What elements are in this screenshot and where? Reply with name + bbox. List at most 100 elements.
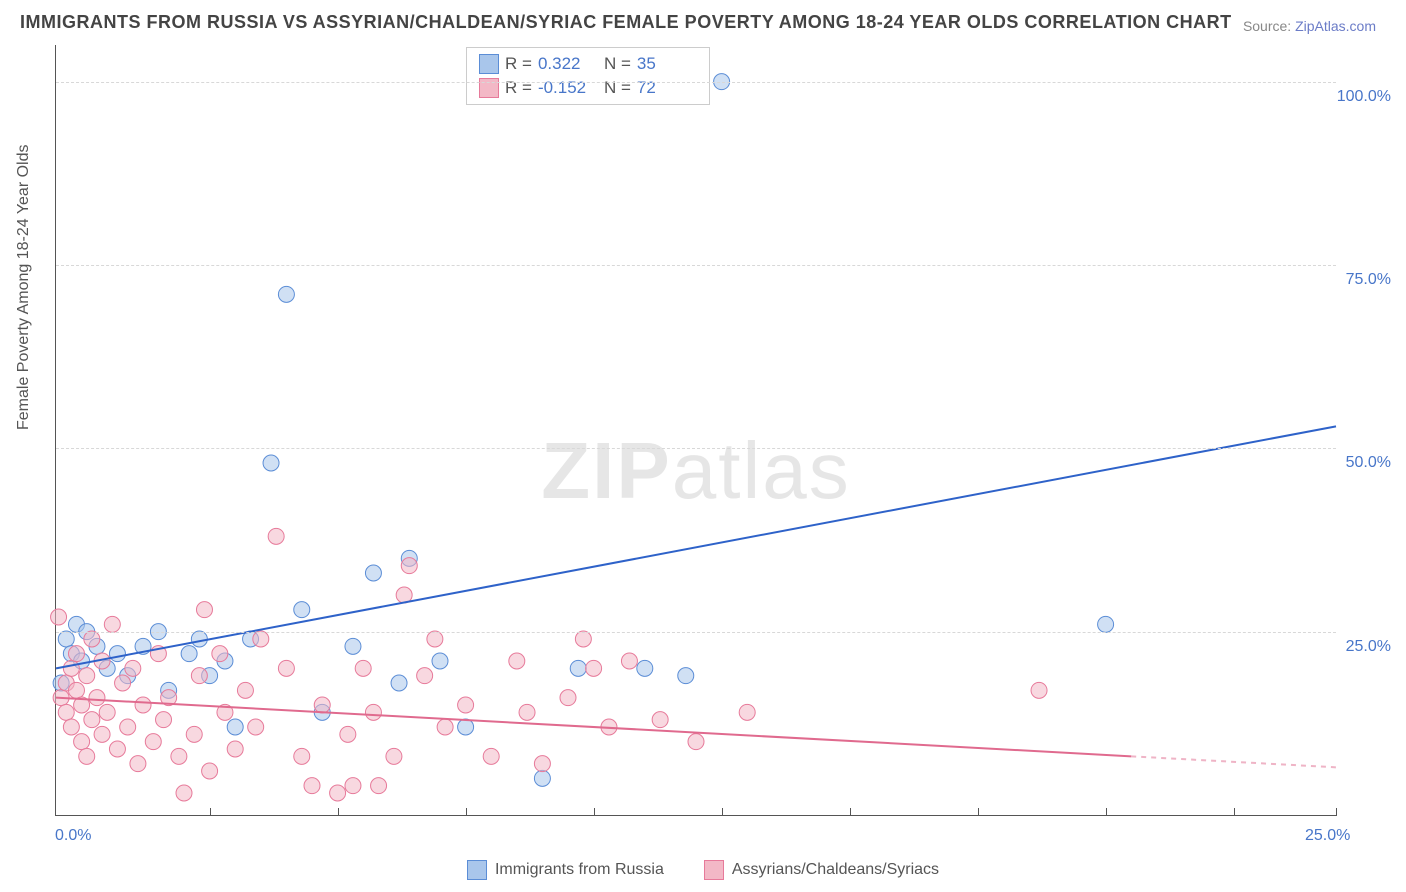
chart-svg	[56, 45, 1336, 815]
scatter-point	[534, 770, 550, 786]
scatter-point	[1031, 682, 1047, 698]
scatter-point	[688, 734, 704, 750]
scatter-point	[345, 638, 361, 654]
scatter-point	[294, 748, 310, 764]
scatter-point	[237, 682, 253, 698]
scatter-point	[621, 653, 637, 669]
x-tick	[466, 808, 467, 816]
scatter-point	[355, 660, 371, 676]
legend-swatch	[467, 860, 487, 880]
scatter-point	[176, 785, 192, 801]
legend-stats-row: R =-0.152N =72	[479, 76, 697, 100]
scatter-point	[51, 609, 67, 625]
scatter-point	[63, 660, 79, 676]
regression-line-extrapolated	[1131, 756, 1336, 767]
scatter-point	[79, 748, 95, 764]
scatter-point	[401, 558, 417, 574]
scatter-point	[678, 668, 694, 684]
scatter-point	[330, 785, 346, 801]
y-tick-label: 75.0%	[1331, 271, 1391, 289]
scatter-point	[58, 704, 74, 720]
scatter-point	[278, 660, 294, 676]
scatter-point	[115, 675, 131, 691]
x-tick	[338, 808, 339, 816]
x-tick	[1106, 808, 1107, 816]
scatter-point	[109, 646, 125, 662]
scatter-point	[171, 748, 187, 764]
gridline	[56, 82, 1336, 83]
scatter-point	[253, 631, 269, 647]
scatter-point	[509, 653, 525, 669]
scatter-point	[89, 690, 105, 706]
legend-stats-row: R =0.322N =35	[479, 52, 697, 76]
x-tick	[594, 808, 595, 816]
n-label: N =	[604, 54, 631, 74]
scatter-point	[109, 741, 125, 757]
scatter-point	[227, 719, 243, 735]
scatter-point	[586, 660, 602, 676]
scatter-point	[365, 704, 381, 720]
scatter-point	[84, 631, 100, 647]
scatter-point	[94, 726, 110, 742]
x-max-label: 25.0%	[1305, 827, 1350, 845]
scatter-point	[125, 660, 141, 676]
scatter-point	[534, 756, 550, 772]
scatter-point	[294, 602, 310, 618]
bottom-legend: Immigrants from Russia Assyrians/Chaldean…	[0, 860, 1406, 880]
legend-label: Assyrians/Chaldeans/Syriacs	[732, 861, 939, 879]
legend-swatch	[704, 860, 724, 880]
scatter-point	[570, 660, 586, 676]
x-tick	[850, 808, 851, 816]
scatter-point	[202, 763, 218, 779]
x-tick	[1336, 808, 1337, 816]
plot-area: ZIPatlas R =0.322N =35R =-0.152N =72 25.…	[55, 45, 1336, 816]
scatter-point	[417, 668, 433, 684]
scatter-point	[181, 646, 197, 662]
source-citation: Source: ZipAtlas.com	[1243, 18, 1376, 34]
scatter-point	[278, 286, 294, 302]
scatter-point	[391, 675, 407, 691]
scatter-point	[58, 631, 74, 647]
scatter-point	[371, 778, 387, 794]
y-tick-label: 50.0%	[1331, 454, 1391, 472]
scatter-point	[652, 712, 668, 728]
scatter-point	[314, 697, 330, 713]
scatter-point	[483, 748, 499, 764]
scatter-point	[145, 734, 161, 750]
regression-line	[56, 698, 1131, 757]
scatter-point	[63, 719, 79, 735]
scatter-point	[427, 631, 443, 647]
scatter-point	[68, 646, 84, 662]
scatter-point	[135, 697, 151, 713]
scatter-point	[458, 697, 474, 713]
scatter-point	[196, 602, 212, 618]
scatter-point	[437, 719, 453, 735]
y-tick-label: 100.0%	[1331, 88, 1391, 106]
scatter-point	[212, 646, 228, 662]
scatter-point	[68, 682, 84, 698]
gridline	[56, 265, 1336, 266]
scatter-point	[739, 704, 755, 720]
scatter-point	[519, 704, 535, 720]
scatter-point	[575, 631, 591, 647]
y-axis-label: Female Poverty Among 18-24 Year Olds	[15, 145, 33, 431]
x-tick	[722, 808, 723, 816]
y-tick-label: 25.0%	[1331, 638, 1391, 656]
legend-label: Immigrants from Russia	[495, 861, 664, 879]
scatter-point	[186, 726, 202, 742]
legend-item: Assyrians/Chaldeans/Syriacs	[704, 860, 939, 880]
scatter-point	[130, 756, 146, 772]
legend-swatch	[479, 54, 499, 74]
r-label: R =	[505, 54, 532, 74]
scatter-point	[365, 565, 381, 581]
x-tick	[1234, 808, 1235, 816]
n-value: 35	[637, 54, 697, 74]
source-link[interactable]: ZipAtlas.com	[1295, 18, 1376, 34]
scatter-point	[191, 631, 207, 647]
legend-item: Immigrants from Russia	[467, 860, 664, 880]
chart-title: IMMIGRANTS FROM RUSSIA VS ASSYRIAN/CHALD…	[20, 12, 1232, 33]
x-tick	[210, 808, 211, 816]
scatter-point	[637, 660, 653, 676]
scatter-point	[268, 528, 284, 544]
scatter-point	[104, 616, 120, 632]
